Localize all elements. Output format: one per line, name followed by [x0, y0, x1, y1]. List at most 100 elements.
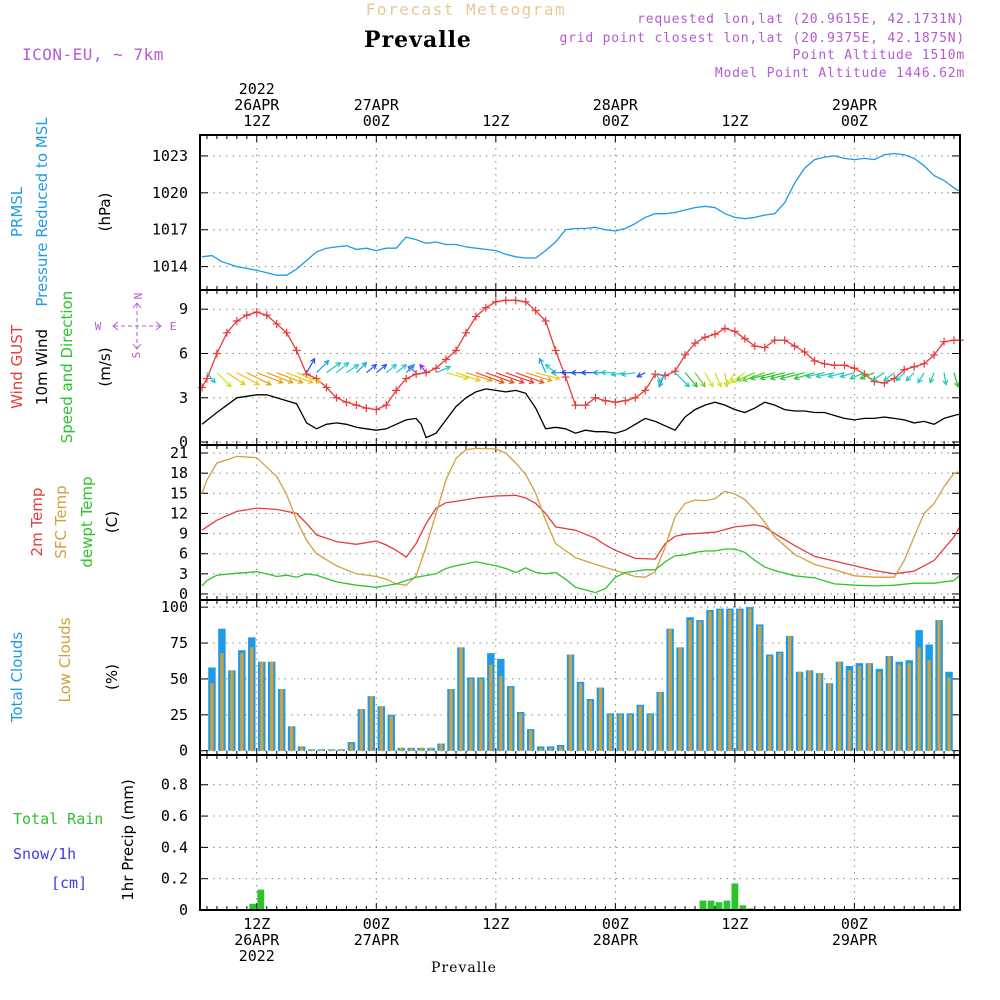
wind-arrow-head [793, 374, 800, 381]
low-cloud-bar [369, 696, 373, 751]
grid-point-coords: grid point closest lon,lat (20.9375E, 42… [560, 31, 965, 46]
low-cloud-bar [260, 661, 264, 751]
wind-arrow-shaft [407, 366, 417, 374]
wind-arrow [206, 372, 216, 384]
wind-arrow-shaft [684, 372, 698, 388]
gust-marker [691, 339, 700, 348]
wind-arrow [407, 365, 417, 374]
low-cloud-bar [429, 747, 433, 751]
gust-marker [621, 396, 630, 405]
gust-marker [442, 355, 451, 364]
y-tick-label: 0 [179, 901, 188, 919]
wind-arrow-head [769, 374, 776, 381]
wind-arrow [793, 372, 815, 381]
rain-bar [707, 900, 715, 910]
low-cloud-bar [578, 683, 583, 751]
top-time-label: 2022 [239, 80, 275, 98]
low-cloud-bar [897, 664, 901, 751]
low-cloud-bar [399, 747, 403, 751]
wind-arrow-shaft [216, 372, 232, 388]
low-cloud-bar [389, 716, 393, 751]
low-cloud-bar [618, 714, 622, 751]
low-cloud-bar [319, 749, 324, 751]
low-cloud-bar [907, 663, 911, 751]
low-cloud-bar [817, 673, 822, 751]
wind-arrow-head [942, 379, 949, 386]
gust-marker [581, 401, 590, 410]
model-altitude: Model Point Altitude 1446.62m [715, 66, 965, 81]
y-tick-label: 15 [170, 484, 188, 502]
wind-arrow-shaft [883, 372, 895, 382]
low-cloud-bar [519, 713, 523, 751]
wind-arrow-head [419, 363, 425, 370]
sfc-temp-line [201, 447, 961, 586]
wind-arrow-shaft [860, 372, 875, 380]
gust-marker [392, 386, 401, 395]
wind-arrow [336, 361, 350, 374]
y-tick-label: 0.2 [161, 870, 188, 888]
wind-arrow [246, 372, 272, 386]
low-cloud-bar [489, 664, 493, 751]
wind-arrow [741, 372, 765, 383]
wind-arrow [365, 363, 378, 374]
y-tick-label: 0.8 [161, 776, 188, 794]
gust-marker [651, 370, 660, 379]
wind-arrow [735, 372, 756, 382]
wind-arrow-head [805, 372, 812, 379]
wind-frame [199, 289, 961, 446]
wind-arrow-head [474, 376, 482, 383]
wind-arrow-shaft [871, 372, 885, 382]
gust-marker [202, 374, 211, 383]
wind-arrow-shaft [726, 372, 736, 385]
wind-arrow [759, 372, 785, 381]
wind-arrow-shaft [658, 372, 666, 387]
wind-arrow [859, 372, 875, 380]
gust-marker [362, 404, 371, 413]
gust-marker [750, 342, 759, 351]
wind-arrow-shaft [419, 364, 427, 374]
wind-arrow-head [409, 363, 416, 370]
wind-arrow-head [954, 381, 960, 388]
gust-marker [292, 346, 301, 355]
wind-arrow-shaft [236, 372, 260, 386]
wind-arrow [805, 372, 825, 379]
gust-marker [342, 398, 351, 407]
wind-arrow-shaft [505, 372, 534, 384]
compass-icon: N W E S [95, 293, 177, 359]
wind-arrow [779, 372, 805, 381]
gust-marker [930, 350, 939, 359]
low-cloud-bar [329, 749, 334, 751]
wind-arrow [385, 363, 398, 374]
wind-arrow-shaft [226, 372, 246, 386]
wind-arrow-head [239, 379, 246, 386]
gust-marker [491, 297, 500, 306]
y-tick-label: 12 [170, 504, 188, 522]
wind-arrow [704, 372, 714, 388]
wind-arrow-head [486, 376, 494, 383]
top-time-label: 28APR [593, 96, 639, 114]
wind-arrow-head [335, 361, 342, 368]
gust-marker [780, 336, 789, 345]
gust-marker [641, 386, 650, 395]
wind-arrow-shaft [654, 372, 662, 383]
low-cloud-bar [289, 726, 294, 751]
gust-marker [760, 343, 769, 352]
wind-arrow-shaft [828, 372, 845, 378]
pressure-title-prmsl: PRMSL [8, 186, 26, 237]
compass-e: E [170, 320, 177, 333]
gust-marker [262, 311, 271, 320]
low-cloud-bar [648, 714, 652, 751]
wind-arrow [726, 372, 736, 386]
compass-cross [114, 304, 160, 348]
low-cloud-bar [668, 628, 672, 751]
wind-arrow [326, 361, 342, 374]
wind-arrow-head [895, 375, 902, 382]
wind-arrow-shaft [539, 358, 547, 373]
y-tick-label: 9 [179, 300, 188, 318]
wind-arrow [475, 372, 506, 385]
compass-n: N [131, 293, 144, 300]
low-cloud-bar [220, 653, 224, 751]
wind-arrow-shaft [736, 372, 756, 382]
gust-marker [810, 356, 819, 365]
wind-arrow-head [518, 378, 526, 385]
